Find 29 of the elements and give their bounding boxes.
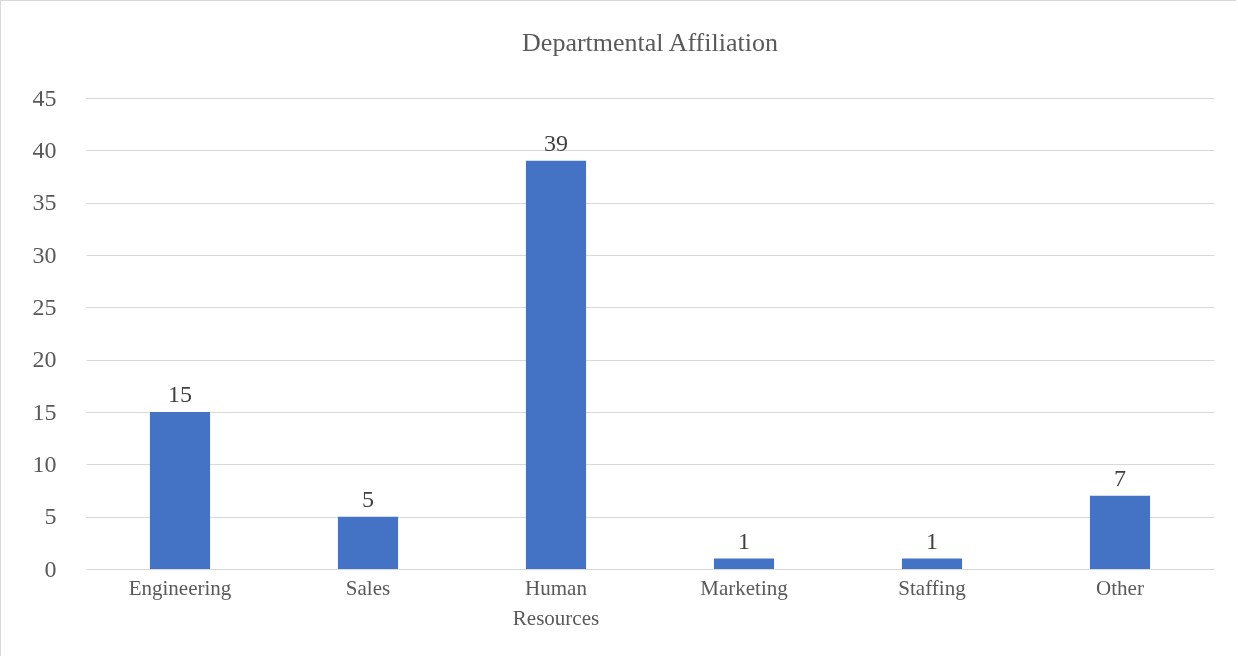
y-tick-label: 40 — [32, 136, 57, 163]
x-tick-label: Sales — [345, 575, 391, 600]
y-tick-label: 35 — [32, 189, 57, 216]
bar — [337, 516, 399, 569]
bar — [1089, 495, 1151, 569]
x-tick-label: Engineering — [128, 575, 232, 600]
data-label: 1 — [738, 527, 750, 554]
y-tick-label: 30 — [32, 241, 57, 268]
bar — [149, 412, 211, 569]
y-tick-label: 10 — [32, 450, 57, 477]
y-tick-label: 0 — [44, 555, 57, 582]
data-label: 1 — [926, 527, 938, 554]
bar — [713, 558, 775, 569]
data-label: 7 — [1114, 464, 1126, 491]
x-tick-label: Staffing — [898, 575, 967, 600]
bar — [901, 558, 963, 569]
y-tick-label: 25 — [32, 293, 57, 320]
x-tick-label: Other — [1096, 575, 1144, 600]
x-tick-label: Human Resources — [512, 575, 600, 630]
chart-title: Departmental Affiliation — [522, 28, 778, 57]
data-label: 39 — [544, 129, 568, 156]
y-tick-label: 5 — [44, 503, 57, 530]
x-tick-label: Marketing — [700, 575, 789, 600]
bar — [525, 160, 587, 569]
y-tick-label: 45 — [32, 84, 57, 111]
data-label: 5 — [362, 485, 374, 512]
data-label: 15 — [168, 381, 192, 407]
y-tick-label: 15 — [32, 398, 57, 425]
y-tick-label: 20 — [32, 346, 57, 373]
